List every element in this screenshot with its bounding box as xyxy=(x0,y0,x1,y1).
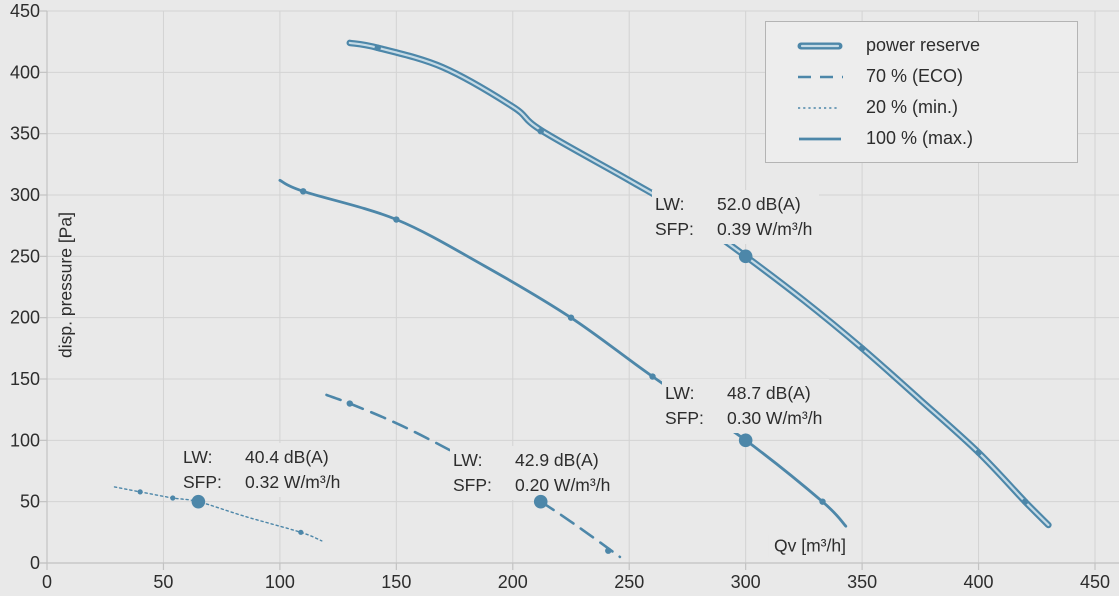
legend: power reserve 70 % (ECO) 20 % (min.) 100… xyxy=(765,21,1078,163)
sfp-label: SFP: xyxy=(183,472,222,492)
lw-value: 52.0 dB(A) xyxy=(717,194,801,214)
legend-item-20-percent-min: 20 % (min.) xyxy=(766,97,1077,118)
max-solid-line-sample xyxy=(799,137,841,140)
y-tick-label: 50 xyxy=(20,492,40,512)
lw-value: 40.4 dB(A) xyxy=(245,447,329,467)
sfp-label: SFP: xyxy=(453,475,492,495)
annotation-70-percent-eco: LW: 42.9 dB(A) SFP: 0.20 W/m³/h xyxy=(450,446,618,500)
x-tick-label: 0 xyxy=(42,572,52,592)
data-point-marker xyxy=(137,489,143,495)
data-point-marker xyxy=(170,495,176,501)
data-point-marker xyxy=(858,345,866,352)
y-axis-label: disp. pressure [Pa] xyxy=(55,212,76,358)
x-tick-label: 400 xyxy=(964,572,994,592)
sfp-label: SFP: xyxy=(655,219,694,239)
data-point-marker xyxy=(567,314,575,321)
x-axis-label: Qv [m³/h] xyxy=(768,534,852,558)
legend-label: 100 % (max.) xyxy=(866,128,974,148)
x-tick-label: 350 xyxy=(847,572,877,592)
sfp-value: 0.32 W/m³/h xyxy=(245,472,341,492)
annotation-power-reserve: LW: 52.0 dB(A) SFP: 0.39 W/m³/h xyxy=(652,190,820,244)
legend-item-70-percent-eco: 70 % (ECO) xyxy=(766,66,1077,87)
data-point-marker xyxy=(537,128,544,135)
x-tick-label: 300 xyxy=(731,572,761,592)
legend-item-power-reserve: power reserve xyxy=(766,35,1077,56)
power-reserve-line-sample xyxy=(797,42,843,49)
y-tick-label: 0 xyxy=(30,553,40,573)
data-point-marker xyxy=(299,188,307,195)
lw-label: LW: xyxy=(665,383,695,403)
data-point-marker xyxy=(298,529,304,535)
x-tick-label: 100 xyxy=(265,572,295,592)
sfp-value: 0.20 W/m³/h xyxy=(515,475,611,495)
data-point-marker xyxy=(346,400,353,407)
data-point-marker xyxy=(819,498,826,505)
data-point-marker xyxy=(975,449,982,456)
x-tick-label: 450 xyxy=(1080,572,1110,592)
y-tick-label: 400 xyxy=(10,62,40,82)
x-tick-label: 50 xyxy=(153,572,173,592)
data-point-marker xyxy=(649,373,656,380)
lw-label: LW: xyxy=(655,194,685,214)
y-tick-label: 100 xyxy=(10,430,40,450)
y-tick-label: 200 xyxy=(10,308,40,328)
data-point-marker xyxy=(374,44,381,51)
legend-label: 70 % (ECO) xyxy=(866,66,964,86)
x-tick-label: 250 xyxy=(614,572,644,592)
y-tick-label: 250 xyxy=(10,246,40,266)
sfp-label: SFP: xyxy=(665,408,704,428)
min-dotted-line-sample xyxy=(798,106,837,109)
lw-value: 42.9 dB(A) xyxy=(515,450,599,470)
x-tick-label: 200 xyxy=(498,572,528,592)
lw-label: LW: xyxy=(453,450,483,470)
lw-label: LW: xyxy=(183,447,213,467)
y-tick-label: 450 xyxy=(10,1,40,21)
eco-dashed-line-sample xyxy=(798,75,843,78)
legend-label: 20 % (min.) xyxy=(866,97,959,117)
x-tick-label: 150 xyxy=(381,572,411,592)
lw-value: 48.7 dB(A) xyxy=(727,383,811,403)
y-tick-label: 150 xyxy=(10,369,40,389)
data-point-marker xyxy=(605,547,612,554)
y-tick-label: 350 xyxy=(10,124,40,144)
annotation-20-percent-min: LW: 40.4 dB(A) SFP: 0.32 W/m³/h xyxy=(180,443,348,497)
data-point-marker xyxy=(1021,498,1029,505)
sfp-value: 0.39 W/m³/h xyxy=(717,219,813,239)
y-tick-label: 300 xyxy=(10,185,40,205)
sfp-value: 0.30 W/m³/h xyxy=(727,408,823,428)
legend-item-100-percent-max: 100 % (max.) xyxy=(766,128,1077,149)
data-point-marker xyxy=(393,216,400,223)
legend-label: power reserve xyxy=(866,35,981,55)
annotation-100-percent-max: LW: 48.7 dB(A) SFP: 0.30 W/m³/h xyxy=(662,379,830,433)
